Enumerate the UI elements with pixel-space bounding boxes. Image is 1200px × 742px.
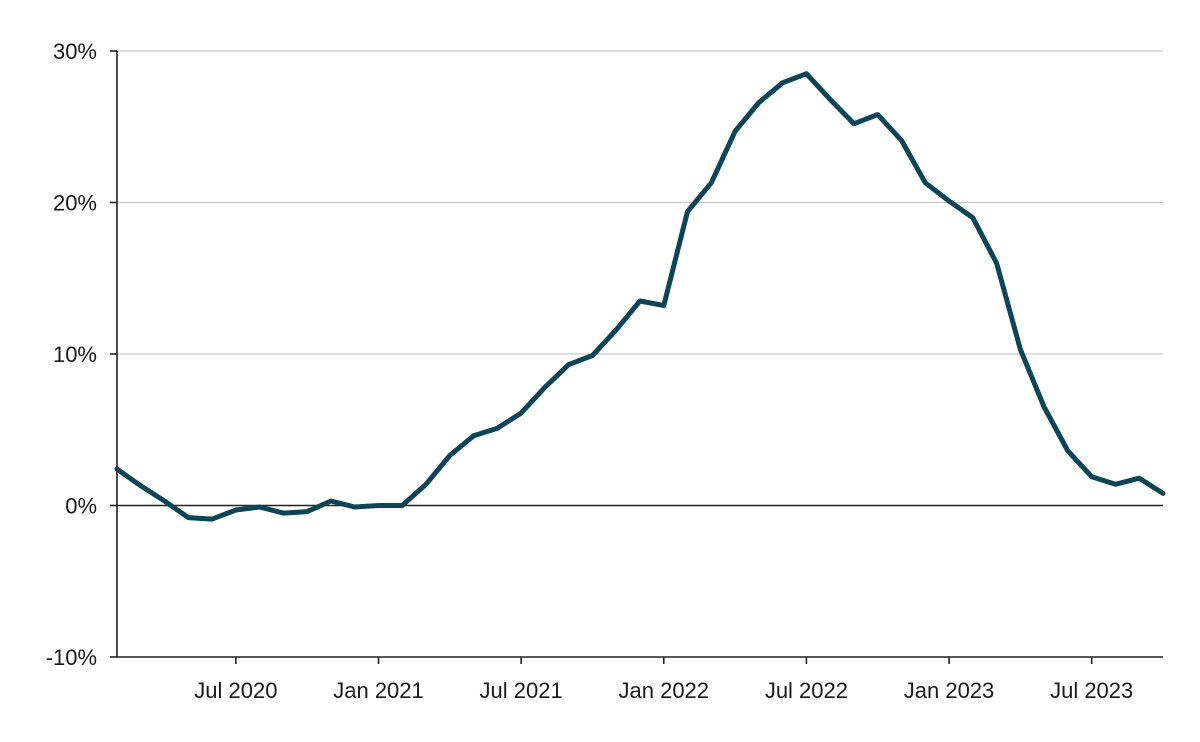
axes: [110, 50, 1163, 664]
tick-labels: -10% 0% 10% 20% 30% Jul 2020 Jan 2021 Jul 2021 J…: [46, 39, 1134, 703]
y-tick-label: 0%: [65, 494, 97, 519]
y-tick-label: 10%: [53, 342, 97, 367]
series-line-0: [114, 71, 1166, 522]
series: [114, 71, 1166, 522]
x-tick-label: Jul 2021: [480, 678, 563, 703]
y-tick-label: 20%: [53, 191, 97, 216]
x-tick-label: Jul 2022: [765, 678, 848, 703]
grid: [117, 50, 1163, 355]
x-tick-label: Jan 2023: [904, 678, 995, 703]
y-tick-label: -10%: [46, 645, 97, 670]
y-tick-label: 30%: [53, 39, 97, 64]
x-tick-label: Jan 2021: [333, 678, 424, 703]
x-tick-label: Jan 2022: [619, 678, 710, 703]
x-tick-label: Jul 2020: [194, 678, 277, 703]
x-tick-label: Jul 2023: [1050, 678, 1133, 703]
